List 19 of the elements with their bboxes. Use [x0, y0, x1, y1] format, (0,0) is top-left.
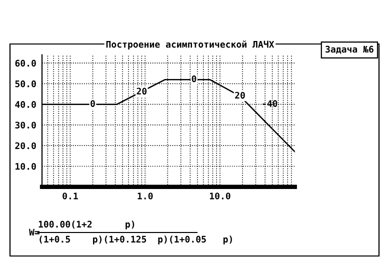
- x-tick-label: 1.0: [138, 192, 153, 200]
- text: W=: [29, 228, 40, 236]
- y-tick-label: 60.0: [15, 60, 36, 67]
- annotation: -40: [262, 100, 278, 107]
- y-tick-label: 40.0: [15, 101, 36, 108]
- text: 100.00(1+2 p): [38, 220, 134, 230]
- y-tick-label: 20.0: [15, 142, 36, 150]
- y-tick-label: 30.0: [15, 122, 36, 129]
- y-tick-label: 50.0: [15, 80, 36, 88]
- x-tick-label: 0.1: [62, 192, 78, 200]
- text: (1+0.5 p)(1+0.125 p)(1+0.05 p): [40, 236, 232, 244]
- x-tick-label: 10.0: [210, 192, 230, 200]
- y-tick-label: 10.0: [16, 162, 36, 170]
- text: Задача №6: [326, 46, 374, 54]
- annotation: 20: [235, 92, 245, 99]
- chart-title: Построение асимптотической ЛАЧХ: [106, 40, 274, 50]
- annotation: 0: [192, 75, 196, 82]
- annotation: 0: [90, 100, 95, 107]
- annotation: 20: [136, 88, 147, 95]
